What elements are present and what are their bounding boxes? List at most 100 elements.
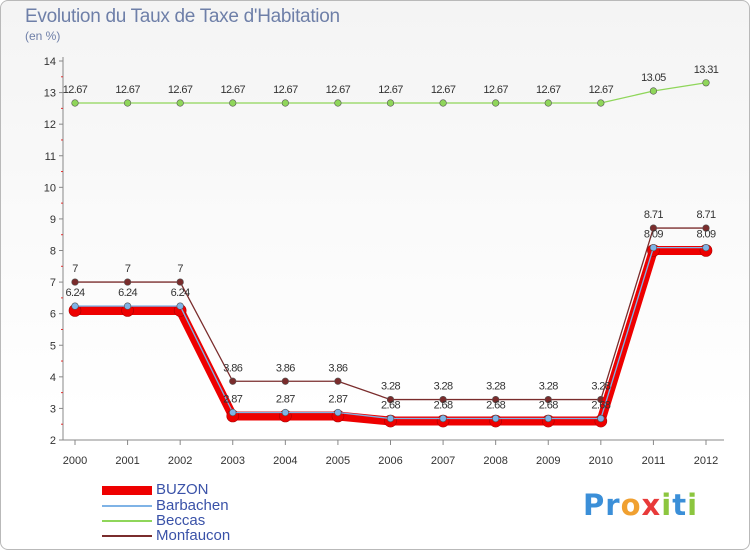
data-label-barbachen: 2.87: [223, 394, 242, 406]
data-label-barbachen: 2.68: [434, 400, 453, 412]
x-tick-label: 2001: [115, 455, 139, 467]
data-point-barbachen: [544, 414, 552, 423]
data-point-beccas: [492, 99, 500, 107]
x-tick-label: 2010: [589, 455, 613, 467]
data-label-barbachen: 2.68: [539, 400, 558, 412]
data-point-barbachen: [439, 414, 447, 423]
y-tick-label: 13: [44, 88, 56, 100]
legend-label: BUZON: [156, 481, 209, 498]
chart-title: Evolution du Taux de Taxe d'Habitation: [25, 6, 340, 27]
y-tick-label: 7: [50, 277, 56, 289]
data-point-barbachen: [334, 408, 342, 417]
logo-letter: t: [672, 488, 688, 522]
data-label-monfaucon: 8.71: [696, 209, 715, 221]
data-label-beccas: 12.67: [378, 84, 403, 96]
data-label-monfaucon: 3.28: [539, 381, 558, 393]
x-tick-label: 2004: [273, 455, 297, 467]
data-point-beccas: [544, 99, 552, 107]
legend-swatch: [102, 520, 152, 522]
data-label-beccas: 12.67: [220, 84, 245, 96]
x-tick-label: 2012: [694, 455, 718, 467]
data-label-barbachen: 6.24: [65, 287, 84, 299]
data-label-beccas: 13.31: [694, 64, 719, 76]
data-label-beccas: 12.67: [168, 84, 193, 96]
data-label-monfaucon: 7: [177, 263, 183, 275]
data-label-barbachen: 2.68: [591, 400, 610, 412]
y-tick-label: 9: [50, 214, 56, 226]
data-label-monfaucon: 3.28: [434, 381, 453, 393]
data-label-monfaucon: 7: [72, 263, 78, 275]
data-point-barbachen: [649, 244, 658, 252]
data-point-monfaucon: [439, 395, 447, 404]
chart-subtitle: (en %): [25, 29, 61, 43]
data-point-beccas: [597, 99, 605, 107]
legend-label: Beccas: [156, 512, 206, 529]
data-label-beccas: 12.67: [115, 84, 140, 96]
logo-letter: o: [620, 488, 642, 522]
data-label-monfaucon: 7: [125, 263, 131, 275]
data-point-barbachen: [386, 414, 395, 423]
data-point-monfaucon: [71, 278, 79, 286]
data-label-barbachen: 2.68: [381, 400, 400, 412]
data-point-beccas: [71, 99, 79, 107]
data-point-monfaucon: [702, 224, 710, 232]
data-label-monfaucon: 3.86: [276, 362, 295, 374]
data-point-monfaucon: [492, 395, 500, 404]
data-point-beccas: [281, 99, 289, 107]
y-tick-label: 3: [50, 403, 56, 415]
data-label-monfaucon: 3.86: [223, 362, 242, 374]
data-point-monfaucon: [334, 377, 342, 385]
data-label-monfaucon: 3.86: [328, 362, 347, 374]
x-tick-label: 2003: [221, 455, 245, 467]
data-point-beccas: [334, 99, 342, 107]
x-tick-label: 2007: [431, 455, 455, 467]
data-point-barbachen: [597, 414, 605, 423]
data-label-barbachen: 6.24: [171, 287, 190, 299]
legend-swatch: [102, 505, 152, 507]
data-point-beccas: [229, 99, 237, 107]
x-tick-label: 2009: [536, 455, 560, 467]
data-label-barbachen: 2.68: [486, 400, 505, 412]
data-point-monfaucon: [649, 224, 658, 232]
data-label-barbachen: 6.24: [118, 287, 137, 299]
data-label-beccas: 12.67: [326, 84, 351, 96]
legend-item-monfaucon: Monfaucon: [98, 527, 298, 544]
legend-swatch: [102, 535, 152, 537]
data-label-beccas: 12.67: [589, 84, 614, 96]
y-tick-label: 6: [50, 309, 56, 321]
x-tick-label: 2005: [326, 455, 350, 467]
data-label-monfaucon: 3.28: [591, 381, 610, 393]
y-tick-label: 12: [44, 119, 56, 131]
y-tick-label: 14: [44, 56, 56, 68]
data-label-monfaucon: 3.28: [381, 381, 400, 393]
data-point-barbachen: [492, 414, 500, 423]
data-point-beccas: [702, 79, 710, 87]
data-label-barbachen: 2.87: [328, 394, 347, 406]
data-label-monfaucon: 3.28: [486, 381, 505, 393]
y-tick-label: 2: [50, 435, 56, 447]
data-point-barbachen: [702, 244, 710, 252]
legend-swatch: [102, 486, 152, 495]
data-label-monfaucon: 8.71: [644, 209, 663, 221]
legend-label: Barbachen: [156, 497, 229, 514]
data-label-beccas: 12.67: [536, 84, 561, 96]
logo-letter: r: [605, 488, 621, 522]
legend-item-buzon: BUZON: [98, 481, 298, 498]
legend-item-beccas: Beccas: [98, 512, 298, 529]
y-tick-label: 11: [45, 151, 56, 163]
data-label-barbachen: 2.87: [276, 394, 295, 406]
logo-letter: i: [661, 488, 673, 522]
data-point-monfaucon: [544, 395, 552, 404]
data-label-beccas: 12.67: [431, 84, 456, 96]
data-point-monfaucon: [229, 377, 237, 385]
y-tick-label: 8: [50, 246, 56, 258]
y-tick-label: 4: [50, 372, 56, 384]
data-point-beccas: [649, 87, 658, 95]
data-label-beccas: 13.05: [641, 72, 666, 84]
logo-letter: i: [687, 488, 699, 522]
x-tick-label: 2000: [63, 455, 87, 467]
data-label-barbachen: 8.09: [696, 229, 715, 241]
series-line-buzon: [70, 246, 711, 426]
